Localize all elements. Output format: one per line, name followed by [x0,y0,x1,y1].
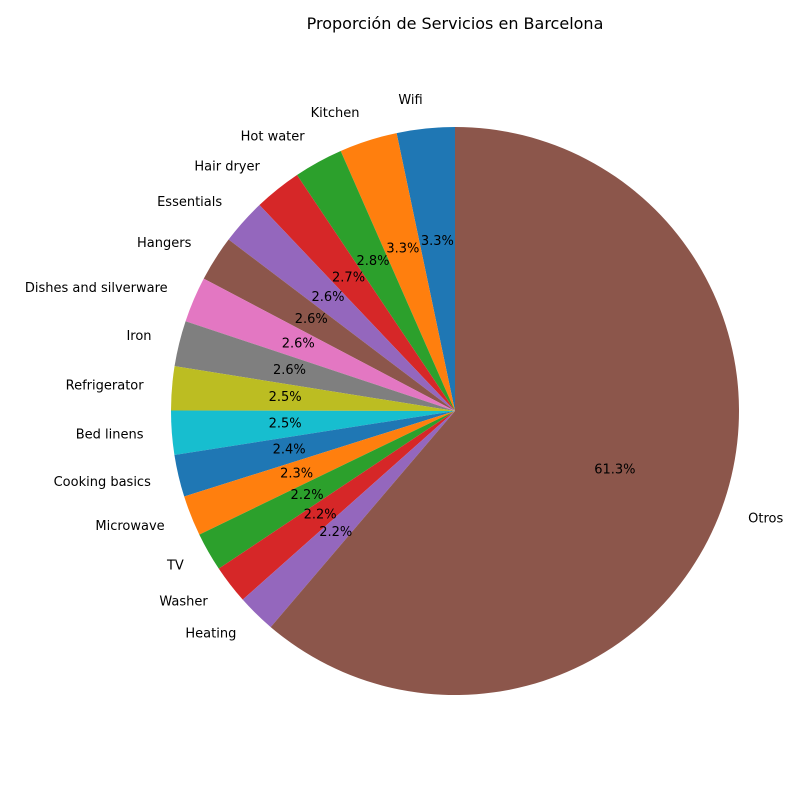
pct-label-kitchen: 3.3% [386,241,419,256]
pie-slice-hot-water [296,151,455,412]
category-label-hot-water: Hot water [241,130,306,145]
pie-slice-tv [199,411,455,569]
pct-label-wifi: 3.3% [421,234,454,249]
pct-label-bed-linens: 2.5% [269,417,302,432]
pie-slice-hangers [203,239,455,411]
category-label-essentials: Essentials [157,195,222,210]
pct-label-heating: 2.2% [319,525,352,540]
pct-label-hot-water: 2.8% [356,254,389,269]
pct-label-iron: 2.6% [273,363,306,378]
category-label-refrigerator: Refrigerator [66,379,145,394]
pie-slice-essentials [228,205,455,411]
category-label-kitchen: Kitchen [311,106,360,121]
pie-slices [171,127,739,695]
pie-slice-cooking-basics [174,411,456,497]
pct-label-dishes-and-silverware: 2.6% [282,337,315,352]
category-label-cooking-basics: Cooking basics [54,475,151,490]
pct-label-hair-dryer: 2.7% [332,270,365,285]
category-label-dishes-and-silverware: Dishes and silverware [25,281,168,296]
pie-slice-washer [218,411,455,600]
pct-label-cooking-basics: 2.4% [273,442,306,457]
pie-slice-otros [270,127,739,695]
category-label-otros: Otros [748,512,783,527]
pct-label-essentials: 2.6% [311,290,344,305]
percent-labels: 3.3%3.3%2.8%2.7%2.6%2.6%2.6%2.6%2.5%2.5%… [269,234,636,540]
category-label-hair-dryer: Hair dryer [194,160,260,175]
pct-label-microwave: 2.3% [280,466,313,481]
pie-slice-bed-linens [171,410,455,455]
pct-label-otros: 61.3% [594,462,635,477]
pie-slice-hair-dryer [259,175,455,411]
chart-title: Proporción de Servicios en Barcelona [307,14,604,33]
pct-label-refrigerator: 2.5% [269,390,302,405]
pie-slice-iron [174,321,455,411]
pct-label-washer: 2.2% [304,508,337,523]
category-labels: Wifi Kitchen Hot water Hair dryer Essentials… [25,93,784,642]
category-label-washer: Washer [159,594,208,609]
pie-slice-dishes-and-silverware [185,278,455,411]
pie-slice-heating [242,411,455,628]
pct-label-hangers: 2.6% [295,312,328,327]
category-label-iron: Iron [126,329,151,344]
category-label-hangers: Hangers [137,236,192,251]
pie-slice-kitchen [340,133,455,411]
pie-slice-microwave [184,411,456,535]
category-label-microwave: Microwave [95,519,164,534]
category-label-heating: Heating [185,627,236,642]
pie-slice-refrigerator [171,366,455,411]
category-label-tv: TV [166,559,184,574]
category-label-wifi: Wifi [398,93,422,108]
pie-slice-wifi [396,127,455,411]
category-label-bed-linens: Bed linens [76,427,144,442]
pct-label-tv: 2.2% [291,488,324,503]
